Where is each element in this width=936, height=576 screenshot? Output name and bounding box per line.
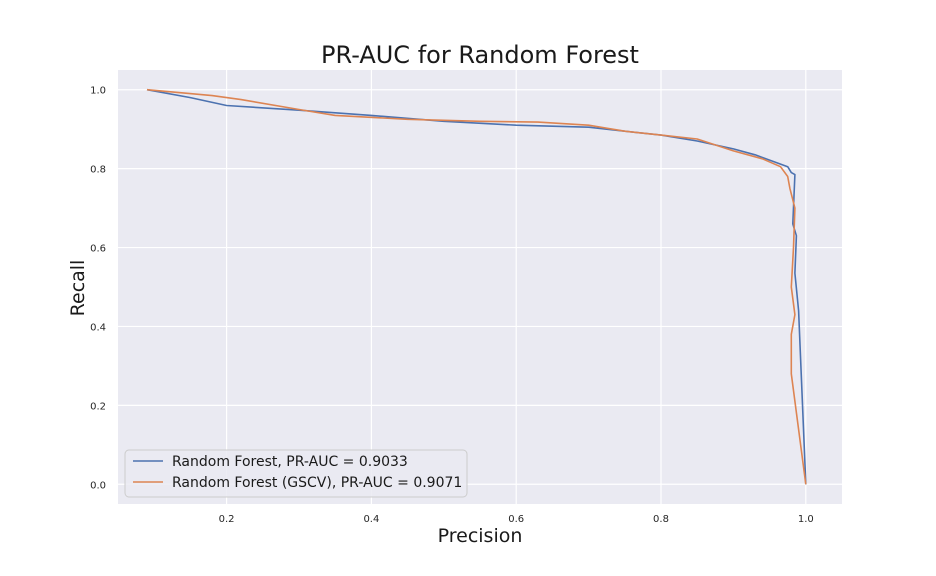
x-axis-label: Precision (438, 525, 523, 547)
chart-title: PR-AUC for Random Forest (321, 41, 639, 69)
x-tick-label: 0.6 (508, 514, 524, 525)
series-layer (146, 88, 807, 485)
legend-label-random-forest: Random Forest, PR-AUC = 0.9033 (172, 454, 408, 470)
legend: Random Forest, PR-AUC = 0.9033 Random Fo… (124, 449, 468, 498)
y-tick-label: 0.0 (90, 480, 106, 491)
grid-lines (118, 70, 842, 504)
legend-box (124, 449, 468, 498)
y-tick-label: 0.8 (90, 165, 106, 176)
x-tick-label: 0.4 (363, 514, 379, 525)
series-line-random-forest-gscv (146, 88, 807, 485)
y-tick-label: 0.4 (90, 322, 106, 333)
y-axis-label: Recall (67, 260, 89, 317)
y-tick-label: 0.6 (90, 244, 106, 255)
y-tick-label: 0.2 (90, 401, 106, 412)
x-tick-label: 0.2 (219, 514, 235, 525)
plot-area (118, 70, 842, 504)
y-tick-label: 1.0 (90, 86, 106, 97)
x-tick-label: 1.0 (798, 514, 814, 525)
legend-label-random-forest-gscv: Random Forest (GSCV), PR-AUC = 0.9071 (172, 475, 462, 491)
x-tick-label: 0.8 (653, 514, 669, 525)
x-tick-labels: 0.2 0.4 0.6 0.8 1.0 (219, 514, 814, 525)
y-tick-labels: 0.0 0.2 0.4 0.6 0.8 1.0 (90, 86, 106, 492)
